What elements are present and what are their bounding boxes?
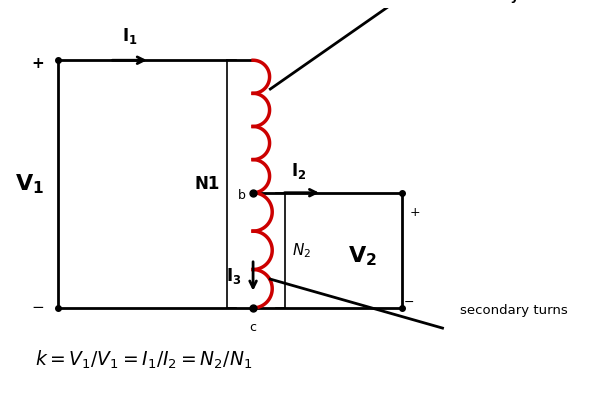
Text: $\mathbf{I_3}$: $\mathbf{I_3}$ <box>226 266 242 286</box>
Text: $\mathbf{I_1}$: $\mathbf{I_1}$ <box>122 26 138 46</box>
Text: $\mathbf{V_1}$: $\mathbf{V_1}$ <box>15 172 44 196</box>
Text: N1: N1 <box>195 175 220 193</box>
Text: $\mathbf{V_2}$: $\mathbf{V_2}$ <box>347 244 377 268</box>
Text: secondary turns: secondary turns <box>460 304 568 317</box>
Text: $\mathbf{I_2}$: $\mathbf{I_2}$ <box>291 161 307 181</box>
Text: $-$: $-$ <box>31 297 44 312</box>
Text: b: b <box>239 189 246 202</box>
Text: +: + <box>32 55 44 71</box>
Text: Primary side Turns: Primary side Turns <box>460 0 598 3</box>
Text: $k = V_1 / V_1 = I_1 / I_2 = N_2 / N_1$: $k = V_1 / V_1 = I_1 / I_2 = N_2 / N_1$ <box>35 349 252 371</box>
Text: $N_2$: $N_2$ <box>292 241 310 260</box>
Text: +: + <box>410 206 420 219</box>
Text: c: c <box>249 320 257 333</box>
Text: $-$: $-$ <box>402 294 414 307</box>
